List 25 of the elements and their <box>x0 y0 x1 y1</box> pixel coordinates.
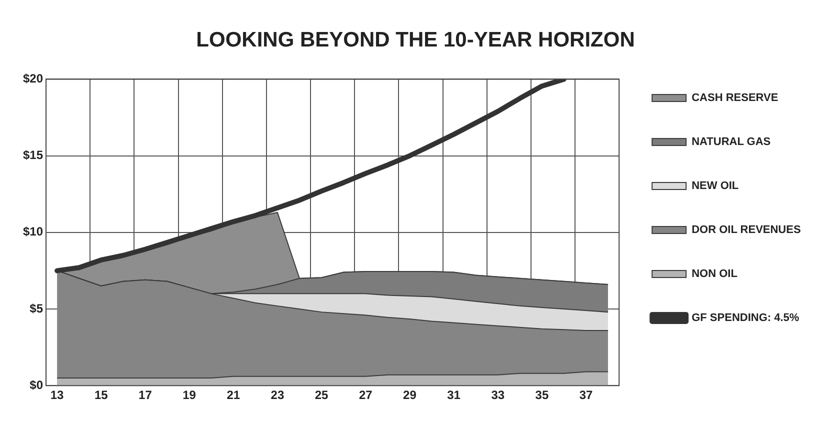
y-tick-label: $15 <box>22 148 44 162</box>
x-tick-label: 35 <box>535 388 549 402</box>
x-tick-label: 15 <box>94 388 108 402</box>
y-tick-label: $20 <box>22 72 44 86</box>
x-tick-label: 19 <box>182 388 196 402</box>
x-tick-label: 31 <box>447 388 461 402</box>
legend-label: NEW OIL <box>692 180 739 192</box>
y-tick-label: $5 <box>30 301 44 316</box>
y-tick-label: $10 <box>22 224 44 239</box>
x-tick-label: 25 <box>314 388 329 402</box>
x-tick-label: 23 <box>270 388 284 402</box>
legend-label: GF SPENDING: 4.5% <box>692 312 800 324</box>
legend-label: CASH RESERVE <box>692 92 778 104</box>
legend-label: DOR OIL REVENUES <box>692 224 801 236</box>
x-tick-label: 37 <box>579 388 594 402</box>
x-tick-label: 17 <box>138 388 152 402</box>
x-tick-label: 21 <box>226 388 240 402</box>
legend-label: NATURAL GAS <box>692 136 771 148</box>
x-tick-label: 13 <box>50 388 64 402</box>
x-tick-label: 33 <box>491 388 505 402</box>
chart-title: LOOKING BEYOND THE 10-YEAR HORIZON <box>196 28 635 52</box>
legend-label: NON OIL <box>692 268 738 280</box>
y-tick-label: $0 <box>30 378 44 392</box>
x-tick-label: 27 <box>358 388 373 402</box>
x-tick-label: 29 <box>403 388 417 402</box>
